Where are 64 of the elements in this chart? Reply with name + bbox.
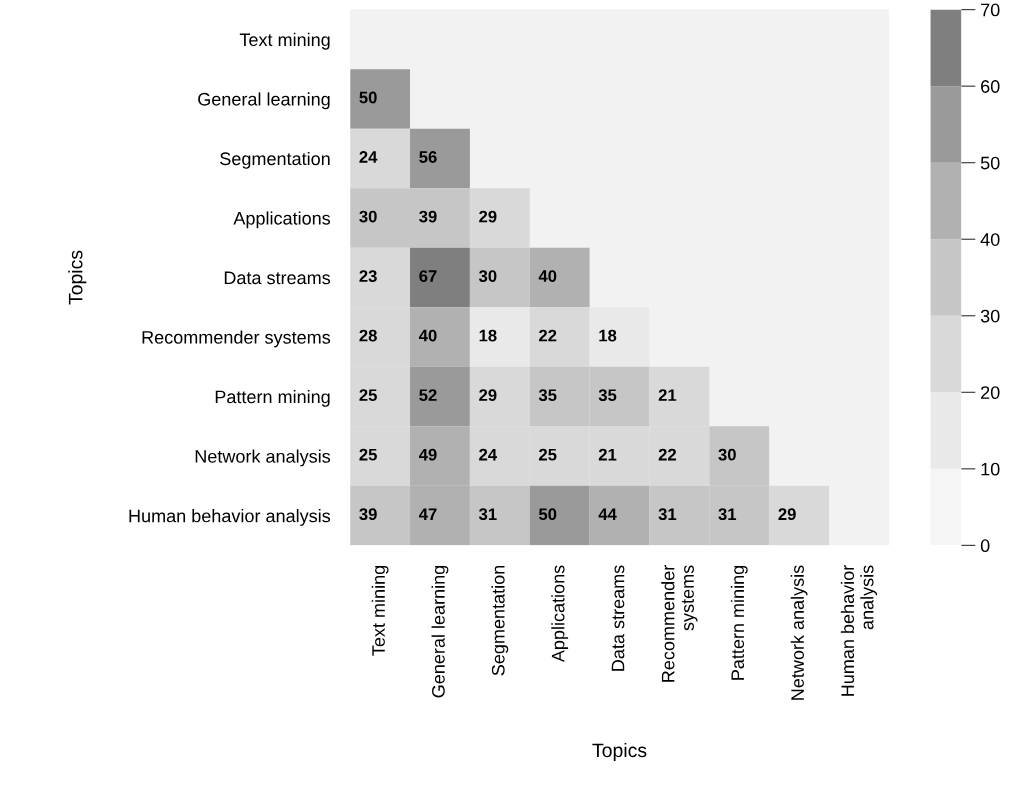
x-axis-title: Topics: [592, 742, 647, 762]
data-label: 50: [359, 91, 377, 104]
data-label: 28: [359, 329, 377, 342]
data-label: 25: [539, 448, 557, 461]
data-label: 56: [419, 151, 437, 163]
data-label: 39: [419, 210, 437, 223]
y-tick-label: Human behavior analysis: [129, 509, 331, 526]
data-label: 25: [359, 389, 377, 402]
data-label: 23: [359, 270, 377, 282]
y-tick-label: Data streams: [224, 271, 331, 285]
y-tick-label: Pattern mining: [215, 390, 330, 407]
data-label: 31: [718, 508, 737, 521]
data-label: 24: [479, 448, 498, 461]
data-label: 21: [598, 448, 617, 461]
data-label: 49: [418, 448, 437, 461]
data-label: 52: [419, 389, 437, 402]
color-bar-label: 30: [980, 309, 1000, 323]
data-label: 24: [359, 151, 378, 163]
x-tick-label: General learning: [431, 565, 449, 698]
x-tick-label: Human behavior analysis: [840, 565, 878, 696]
data-label: 18: [599, 329, 617, 342]
color-bar-label: 0: [980, 539, 990, 553]
data-label: 22: [658, 448, 677, 461]
data-label: 29: [479, 210, 497, 223]
data-label: 39: [359, 508, 377, 521]
y-tick-label: Text mining: [239, 32, 330, 50]
data-label: 47: [418, 508, 437, 520]
color-bar-label: 20: [981, 386, 1000, 400]
data-label: 31: [658, 508, 677, 521]
x-tick-label: Applications: [551, 565, 569, 663]
data-label: 30: [718, 448, 736, 461]
y-tick-label: General learning: [198, 92, 330, 110]
data-label: 40: [538, 270, 557, 282]
data-label: 30: [359, 210, 377, 223]
y-tick-label: Segmentation: [220, 151, 330, 169]
data-label: 35: [538, 389, 557, 402]
data-label: 25: [359, 448, 377, 461]
y-tick-label: Applications: [233, 211, 331, 229]
color-bar-label: 10: [981, 462, 1000, 476]
data-label: 31: [478, 508, 497, 521]
data-label: 22: [539, 329, 557, 342]
data-label: 29: [778, 508, 796, 521]
data-label: 18: [479, 329, 497, 342]
x-tick-label: Text mining: [371, 565, 389, 656]
data-label: 21: [658, 389, 677, 401]
x-tick-label: Segmentation: [491, 565, 509, 676]
data-label: 35: [598, 389, 617, 402]
x-tick-label: Network analysis: [790, 565, 808, 700]
color-bar-label: 40: [980, 233, 1000, 246]
color-bar-label: 70: [981, 3, 1000, 17]
y-tick-label: Recommender systems: [142, 330, 331, 348]
data-label: 40: [418, 329, 437, 342]
color-bar-label: 60: [981, 80, 1000, 93]
data-label: 30: [478, 270, 497, 282]
x-tick-label: Data streams: [611, 565, 625, 671]
data-label: 67: [419, 270, 437, 282]
color-bar-label: 50: [980, 156, 1000, 170]
y-tick-label: Network analysis: [195, 449, 331, 467]
data-label: 50: [538, 508, 557, 521]
x-tick-label: Recommender systems: [661, 565, 698, 682]
data-label: 29: [479, 389, 497, 402]
y-axis-title: Topics: [68, 250, 87, 305]
x-tick-label: Pattern mining: [730, 565, 748, 680]
data-label: 44: [598, 508, 617, 520]
